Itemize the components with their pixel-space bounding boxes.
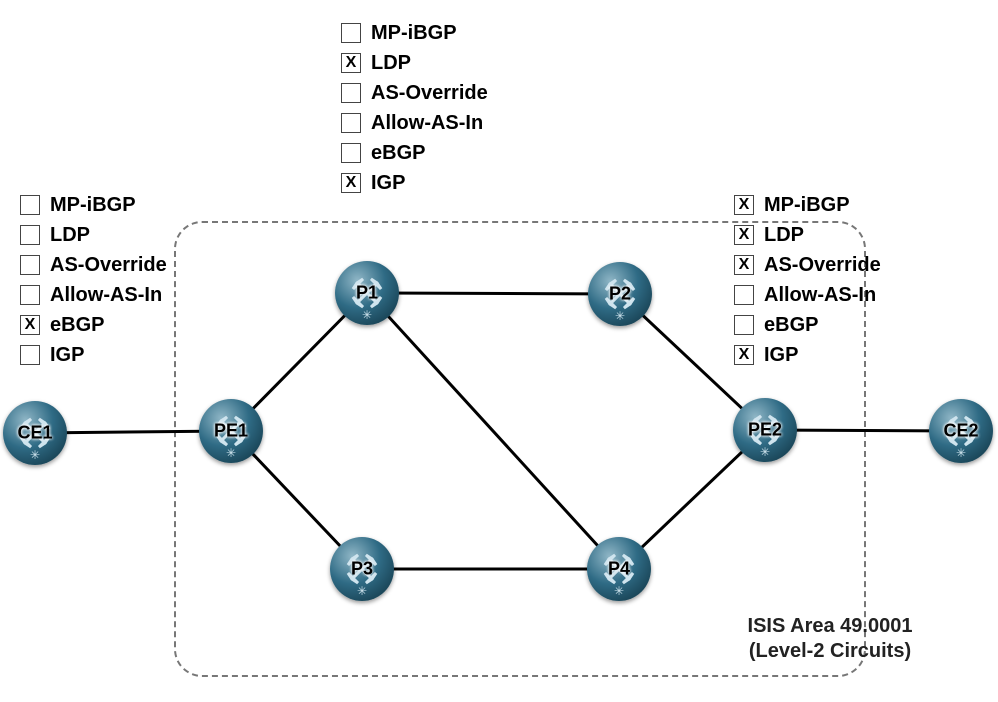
checkbox-icon: [20, 285, 40, 305]
checkbox-icon: X: [734, 195, 754, 215]
svg-text:✳: ✳: [30, 448, 40, 462]
checklist-label: eBGP: [764, 314, 818, 337]
router-ce2: ✳ CE2: [929, 399, 993, 463]
checklist-left: MP-iBGP LDP AS-Override Allow-AS-In XeBGP IGP: [20, 190, 167, 370]
router-p3: ✳ P3: [330, 537, 394, 601]
checklist-row: Allow-AS-In: [734, 280, 881, 310]
checkbox-icon: [341, 113, 361, 133]
checklist-label: IGP: [764, 344, 798, 367]
checkbox-icon: [734, 285, 754, 305]
svg-text:✳: ✳: [956, 446, 966, 460]
svg-text:✳: ✳: [760, 445, 770, 459]
checklist-row: eBGP: [734, 310, 881, 340]
checklist-label: eBGP: [371, 142, 425, 165]
router-pe2: ✳ PE2: [733, 398, 797, 462]
checkbox-icon: X: [734, 255, 754, 275]
router-ce1: ✳ CE1: [3, 401, 67, 465]
checkbox-icon: [20, 345, 40, 365]
checklist-top: MP-iBGP X LDP AS-Override Allow-AS-In eBGP X IG…: [341, 18, 488, 198]
router-label: P4: [608, 559, 630, 580]
checkbox-icon: X: [734, 345, 754, 365]
checkbox-icon: X: [734, 225, 754, 245]
router-pe1: ✳ PE1: [199, 399, 263, 463]
checklist-row: AS-Override: [341, 78, 488, 108]
checklist-label: AS-Override: [50, 254, 167, 277]
checklist-label: IGP: [50, 344, 84, 367]
checklist-row: XeBGP: [20, 310, 167, 340]
router-p4: ✳ P4: [587, 537, 651, 601]
router-label: P3: [351, 559, 373, 580]
checkbox-icon: X: [341, 173, 361, 193]
checkbox-icon: X: [20, 315, 40, 335]
checklist-label: eBGP: [50, 314, 104, 337]
svg-text:✳: ✳: [226, 446, 236, 460]
router-label: CE2: [943, 421, 978, 442]
router-label: P1: [356, 283, 378, 304]
checklist-label: AS-Override: [371, 82, 488, 105]
checkbox-icon: [341, 143, 361, 163]
checklist-row: X LDP: [341, 48, 488, 78]
checklist-label: MP-iBGP: [764, 194, 850, 217]
checklist-label: IGP: [371, 172, 405, 195]
checklist-label: MP-iBGP: [50, 194, 136, 217]
checklist-row: MP-iBGP: [341, 18, 488, 48]
checklist-row: X IGP: [734, 340, 881, 370]
checkbox-icon: [20, 225, 40, 245]
checklist-row: MP-iBGP: [20, 190, 167, 220]
router-label: CE1: [17, 423, 52, 444]
checklist-label: Allow-AS-In: [50, 284, 162, 307]
checkbox-icon: X: [341, 53, 361, 73]
checklist-label: AS-Override: [764, 254, 881, 277]
checkbox-icon: [20, 255, 40, 275]
checkbox-icon: [341, 83, 361, 103]
router-label: PE2: [748, 420, 782, 441]
checklist-label: LDP: [371, 52, 411, 75]
isis-area-caption: ISIS Area 49.0001 (Level-2 Circuits): [720, 614, 940, 664]
router-p1: ✳ P1: [335, 261, 399, 325]
router-label: P2: [609, 284, 631, 305]
checklist-right: X MP-iBGP X LDP X AS-Override Allow-AS-In eBGP X…: [734, 190, 881, 370]
checklist-row: LDP: [20, 220, 167, 250]
checkbox-icon: [734, 315, 754, 335]
checklist-label: MP-iBGP: [371, 22, 457, 45]
checklist-row: X IGP: [341, 168, 488, 198]
checklist-row: eBGP: [341, 138, 488, 168]
checkbox-icon: [341, 23, 361, 43]
router-label: PE1: [214, 421, 248, 442]
checklist-row: AS-Override: [20, 250, 167, 280]
router-p2: ✳ P2: [588, 262, 652, 326]
checklist-row: Allow-AS-In: [20, 280, 167, 310]
checklist-label: Allow-AS-In: [764, 284, 876, 307]
checklist-row: X LDP: [734, 220, 881, 250]
area-caption-line2: (Level-2 Circuits): [749, 640, 911, 662]
checklist-row: IGP: [20, 340, 167, 370]
svg-text:✳: ✳: [615, 309, 625, 323]
checklist-row: Allow-AS-In: [341, 108, 488, 138]
svg-text:✳: ✳: [614, 584, 624, 598]
checklist-label: Allow-AS-In: [371, 112, 483, 135]
checklist-row: X MP-iBGP: [734, 190, 881, 220]
svg-text:✳: ✳: [362, 308, 372, 322]
checklist-row: X AS-Override: [734, 250, 881, 280]
diagram-canvas: { "areaBox":{"left":174,"top":221,"width…: [0, 0, 998, 702]
checkbox-icon: [20, 195, 40, 215]
area-caption-line1: ISIS Area 49.0001: [748, 615, 913, 637]
svg-text:✳: ✳: [357, 584, 367, 598]
checklist-label: LDP: [50, 224, 90, 247]
checklist-label: LDP: [764, 224, 804, 247]
